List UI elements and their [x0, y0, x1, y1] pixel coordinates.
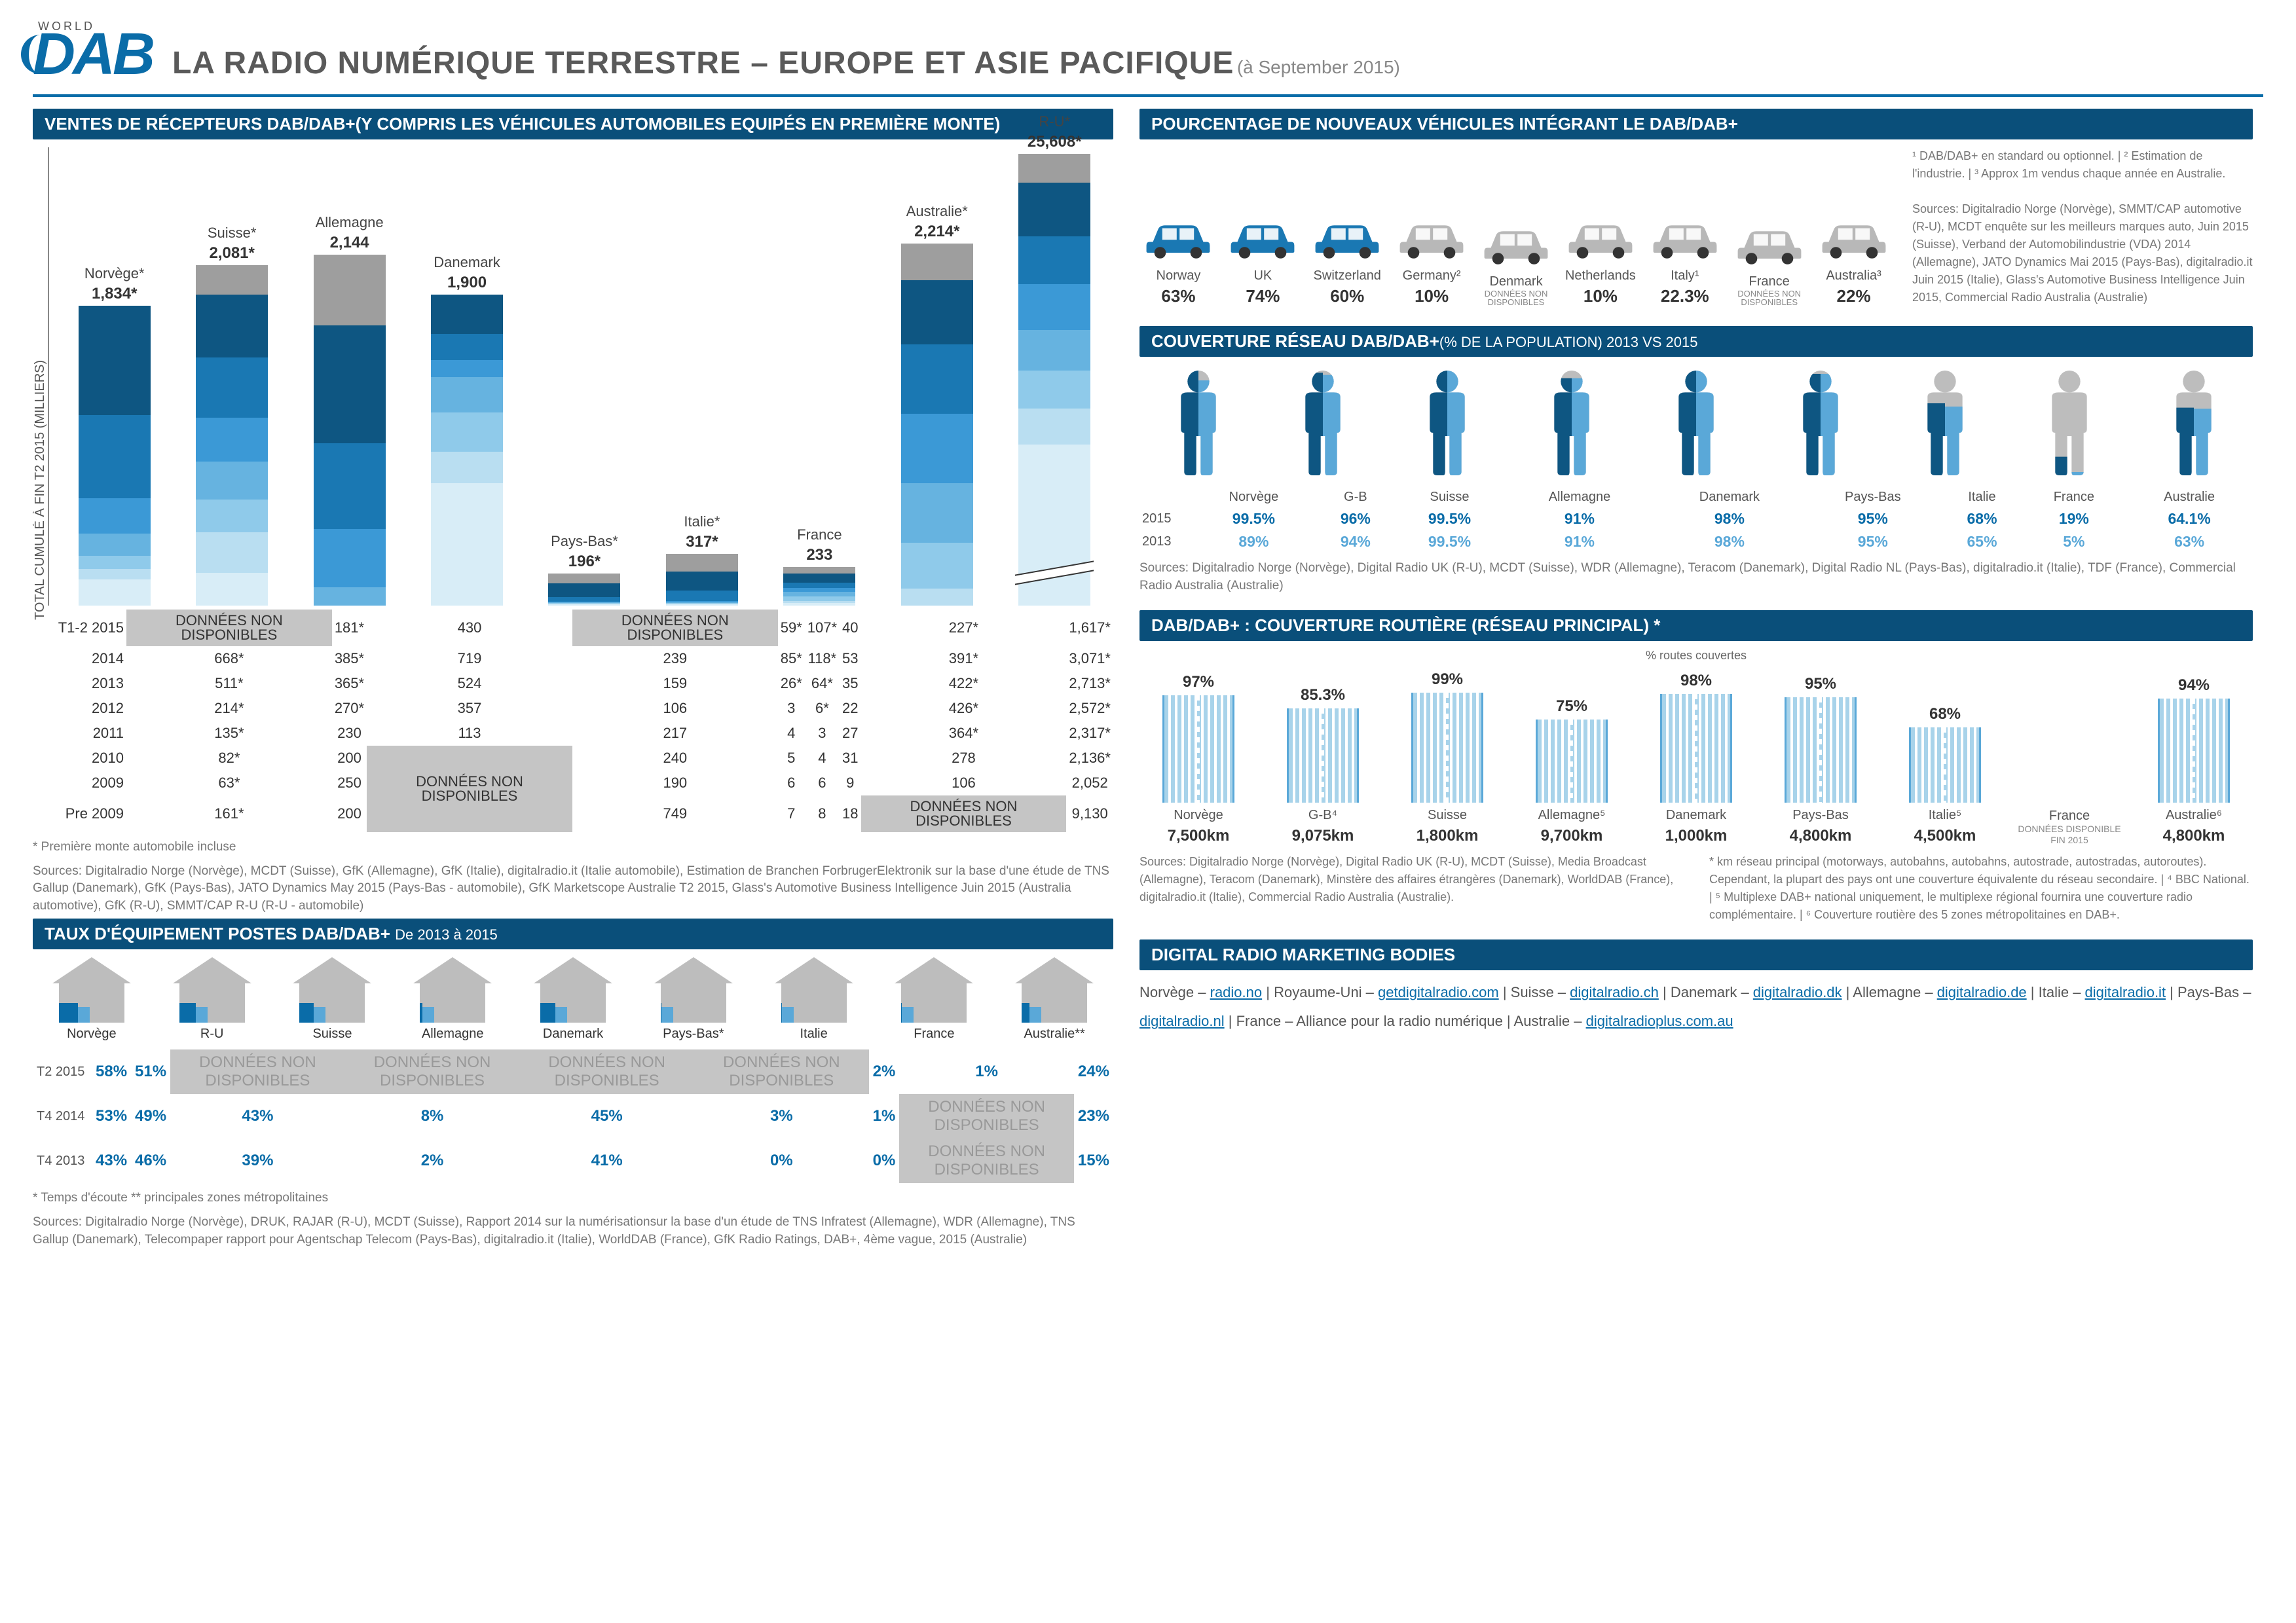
section-roads-title: DAB/DAB+ : COUVERTURE ROUTIÈRE (RÉSEAU P… — [1139, 610, 2253, 641]
marketing-link[interactable]: digitalradioplus.com.au — [1586, 1013, 1733, 1029]
road-col: 68%Italie⁵4,500km — [1886, 705, 2004, 846]
car-col: FranceDONNÉES NON DISPONIBLES — [1730, 221, 1808, 306]
road-col: 85.3%G-B⁴9,075km — [1264, 686, 1382, 846]
vehicles-notes: ¹ DAB/DAB+ en standard ou optionnel. | ²… — [1912, 147, 2253, 183]
person-col — [2010, 367, 2128, 482]
penetration-table: T2 201558%51%DONNÉES NON DISPONIBLESDONN… — [33, 1049, 1113, 1183]
bar-col: Australie*2,214* — [878, 223, 995, 606]
roads-routes-label: % routes couvertes — [1139, 649, 2253, 663]
house-col: Suisse — [274, 957, 392, 1042]
person-col — [1513, 367, 1631, 482]
roads-sources: Sources: Digitalradio Norge (Norvège), D… — [1139, 853, 1683, 924]
house-col: Danemark — [514, 957, 632, 1042]
section-vehicles-title: POURCENTAGE DE NOUVEAUX VÉHICULES INTÉGR… — [1139, 109, 2253, 139]
house-col: Italie — [755, 957, 873, 1042]
main: VENTES DE RÉCEPTEURS DAB/DAB+(Y COMPRIS … — [33, 109, 2263, 1252]
sales-footnote: * Première monte automobile incluse — [33, 839, 1113, 856]
bar-col: France233 — [761, 546, 878, 606]
person-col — [1388, 367, 1506, 482]
person-col — [1886, 367, 2004, 482]
vehicles-section: Norway63%UK74%Switzerland60%Germany²10%D… — [1139, 147, 2253, 306]
sales-chart: TOTAL CUMULÉ À FIN T2 2015 (MILLIERS) No… — [33, 147, 1113, 832]
bar-col: R-U*25,608* — [996, 133, 1113, 606]
person-col — [2135, 367, 2253, 482]
road-col: 99%Suisse1,800km — [1388, 670, 1506, 845]
roads-notes: * km réseau principal (motorways, autoba… — [1709, 853, 2253, 924]
header: WORLD DAB LA RADIO NUMÉRIQUE TERRESTRE –… — [33, 20, 2263, 81]
marketing-link[interactable]: radio.no — [1210, 984, 1263, 1000]
road-col: 95%Pays-Bas4,800km — [1762, 675, 1879, 846]
sales-sources: Sources: Digitalradio Norge (Norvège), M… — [33, 863, 1113, 915]
car-col: UK74% — [1224, 215, 1302, 306]
road-col: FranceDONNÉES DISPONIBLE FIN 2015 — [2010, 678, 2128, 846]
road-col: 94%Australie⁶4,800km — [2135, 676, 2253, 846]
logo-dab: DAB — [33, 28, 153, 81]
section-sales-title: VENTES DE RÉCEPTEURS DAB/DAB+(Y COMPRIS … — [33, 109, 1113, 139]
road-col: 98%Danemark1,000km — [1637, 672, 1755, 846]
house-col: Norvège — [33, 957, 151, 1042]
car-col: Germany²10% — [1393, 215, 1471, 306]
bar-col: Pays-Bas*196* — [526, 553, 643, 606]
marketing-links: Norvège – radio.no | Royaume-Uni – getdi… — [1139, 978, 2253, 1036]
car-col: Australia³22% — [1815, 215, 1893, 306]
bar-col: Allemagne2,144 — [291, 234, 408, 606]
coverage-people — [1139, 367, 2253, 482]
car-col: Netherlands10% — [1561, 215, 1639, 306]
car-col: Norway63% — [1139, 215, 1217, 306]
sales-ylabel: TOTAL CUMULÉ À FIN T2 2015 (MILLIERS) — [33, 147, 48, 832]
bar-col: Danemark1,900 — [408, 274, 525, 606]
roads-chart: 97%Norvège7,500km85.3%G-B⁴9,075km99%Suis… — [1139, 670, 2253, 845]
marketing-link[interactable]: digitalradio.dk — [1753, 984, 1842, 1000]
coverage-sources: Sources: Digitalradio Norge (Norvège), D… — [1139, 560, 2253, 594]
car-col: Switzerland60% — [1308, 215, 1386, 306]
house-col: Australie** — [995, 957, 1113, 1042]
house-col: France — [875, 957, 993, 1042]
marketing-link[interactable]: digitalradio.de — [1937, 984, 2027, 1000]
marketing-link[interactable]: digitalradio.it — [2085, 984, 2166, 1000]
logo: WORLD DAB — [33, 20, 153, 81]
house-col: Pays-Bas* — [635, 957, 752, 1042]
sales-table: T1-2 2015DONNÉES NON DISPONIBLES181*430D… — [48, 610, 1113, 832]
bar-col: Norvège*1,834* — [56, 285, 173, 606]
penetration-footnote: * Temps d'écoute ** principales zones mé… — [33, 1190, 1113, 1207]
divider — [33, 94, 2263, 97]
penetration-houses: NorvègeR-USuisseAllemagneDanemarkPays-Ba… — [33, 957, 1113, 1042]
person-col — [1139, 367, 1257, 482]
bar-col: Italie*317* — [643, 533, 760, 606]
section-coverage-title: COUVERTURE RÉSEAU DAB/DAB+(% DE LA POPUL… — [1139, 326, 2253, 357]
house-col: Allemagne — [394, 957, 511, 1042]
marketing-link[interactable]: digitalradio.ch — [1570, 984, 1659, 1000]
road-col: 75%Allemagne⁵9,700km — [1513, 697, 1631, 846]
car-col: DenmarkDONNÉES NON DISPONIBLES — [1477, 221, 1555, 306]
person-col — [1264, 367, 1382, 482]
car-col: Italy¹22.3% — [1646, 215, 1724, 306]
coverage-table: NorvègeG-BSuisseAllemagneDanemarkPays-Ba… — [1139, 487, 2253, 553]
bar-col: Suisse*2,081* — [173, 244, 290, 606]
marketing-link[interactable]: getdigitalradio.com — [1378, 984, 1499, 1000]
person-col — [1637, 367, 1755, 482]
section-marketing-title: DIGITAL RADIO MARKETING BODIES — [1139, 939, 2253, 970]
house-col: R-U — [153, 957, 271, 1042]
vehicles-sources: Sources: Digitalradio Norge (Norvège), S… — [1912, 200, 2253, 306]
section-penetration-title: TAUX D'ÉQUIPEMENT POSTES DAB/DAB+ De 201… — [33, 919, 1113, 949]
page-title: LA RADIO NUMÉRIQUE TERRESTRE – EUROPE ET… — [172, 45, 1400, 81]
marketing-link[interactable]: digitalradio.nl — [1139, 1013, 1225, 1029]
penetration-sources: Sources: Digitalradio Norge (Norvège), D… — [33, 1214, 1113, 1249]
road-col: 97%Norvège7,500km — [1139, 673, 1257, 846]
person-col — [1762, 367, 1879, 482]
